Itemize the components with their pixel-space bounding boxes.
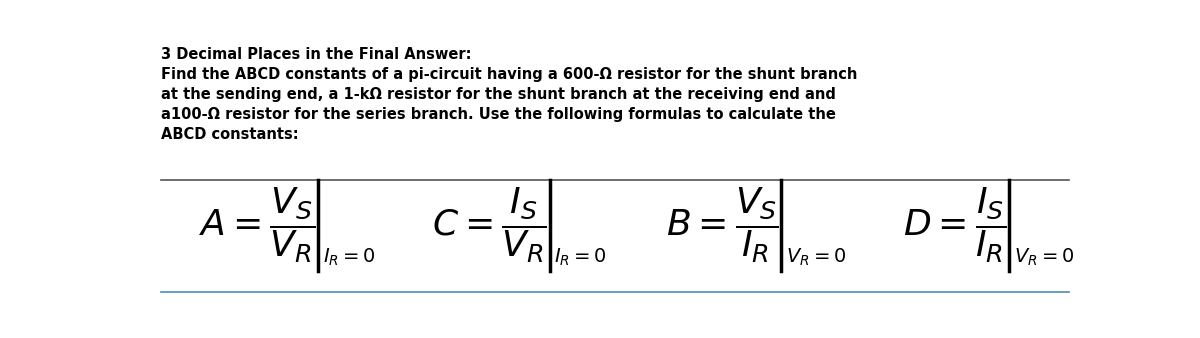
Text: $V_R=0$: $V_R=0$ <box>1014 247 1074 268</box>
Text: $I_R=0$: $I_R=0$ <box>323 247 376 268</box>
Text: $V_R=0$: $V_R=0$ <box>786 247 846 268</box>
Text: 3 Decimal Places in the Final Answer:: 3 Decimal Places in the Final Answer: <box>161 47 472 62</box>
Text: $I_R=0$: $I_R=0$ <box>554 247 607 268</box>
Text: $C = \dfrac{I_S}{V_R}$: $C = \dfrac{I_S}{V_R}$ <box>432 185 547 265</box>
Text: $A = \dfrac{V_S}{V_R}$: $A = \dfrac{V_S}{V_R}$ <box>199 185 316 265</box>
Text: a100-Ω resistor for the series branch. Use the following formulas to calculate t: a100-Ω resistor for the series branch. U… <box>161 107 836 122</box>
Text: ABCD constants:: ABCD constants: <box>161 127 299 142</box>
Text: at the sending end, a 1-kΩ resistor for the shunt branch at the receiving end an: at the sending end, a 1-kΩ resistor for … <box>161 87 836 102</box>
Text: Find the ABCD constants of a pi-circuit having a 600-Ω resistor for the shunt br: Find the ABCD constants of a pi-circuit … <box>161 67 858 82</box>
Text: $D = \dfrac{I_S}{I_R}$: $D = \dfrac{I_S}{I_R}$ <box>902 185 1006 265</box>
Text: $B = \dfrac{V_S}{I_R}$: $B = \dfrac{V_S}{I_R}$ <box>666 185 779 265</box>
